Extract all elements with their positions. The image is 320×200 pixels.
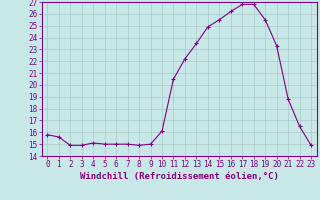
X-axis label: Windchill (Refroidissement éolien,°C): Windchill (Refroidissement éolien,°C) xyxy=(80,172,279,181)
